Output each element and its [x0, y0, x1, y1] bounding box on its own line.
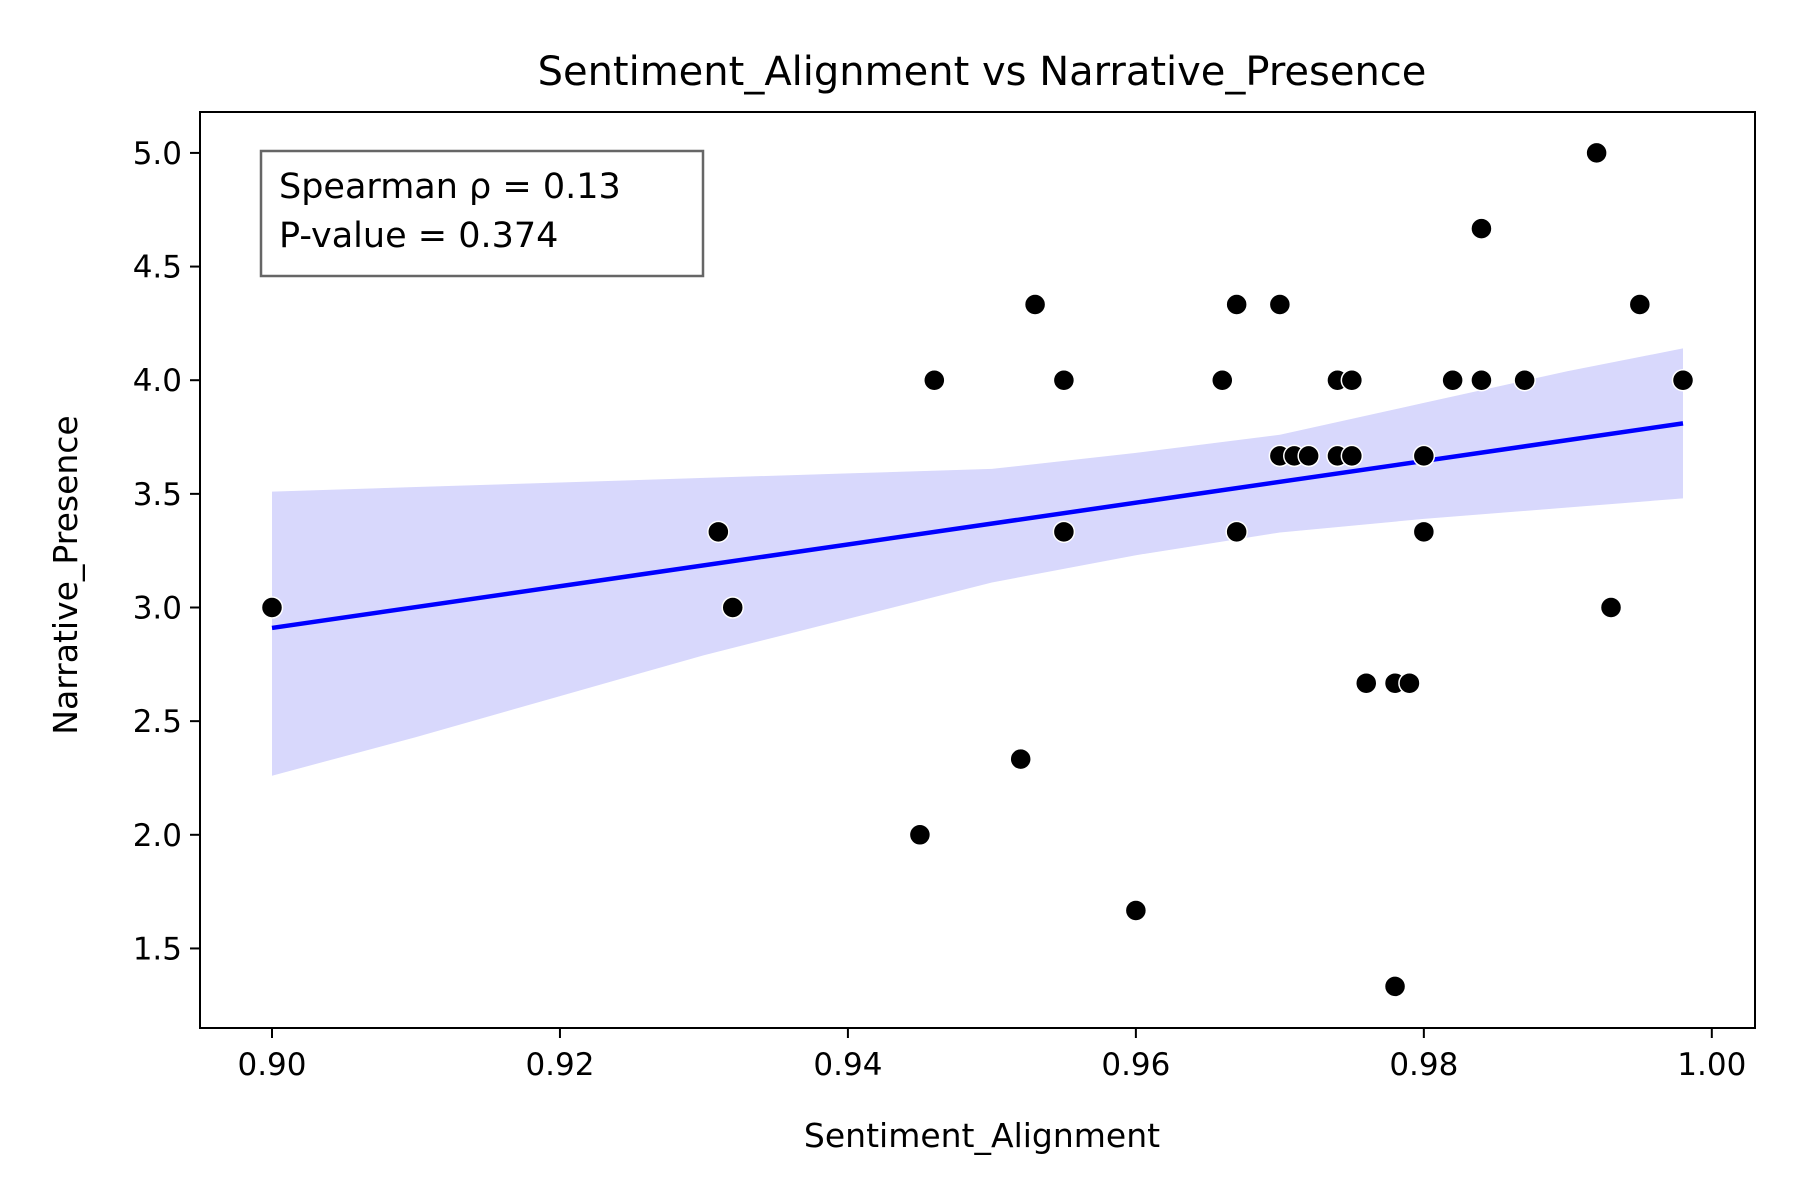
x-tick-label: 0.96 — [1101, 1047, 1170, 1083]
scatter-point — [1585, 141, 1608, 165]
chart-title: Sentiment_Alignment vs Narrative_Presenc… — [538, 49, 1427, 95]
plot-area — [260, 141, 1695, 998]
y-tick-label: 5.0 — [133, 136, 182, 172]
x-tick-label: 0.92 — [525, 1047, 594, 1083]
x-axis-label: Sentiment_Alignment — [804, 1116, 1160, 1155]
y-tick-label: 3.0 — [133, 591, 182, 627]
p-value-text: P-value = 0.374 — [279, 216, 558, 256]
plot-frame — [199, 111, 1756, 1029]
y-tick-label: 4.0 — [133, 363, 182, 399]
scatter-point — [707, 520, 730, 544]
scatter-point — [1470, 368, 1493, 392]
scatter-point — [1211, 368, 1234, 392]
scatter-point — [1383, 975, 1407, 998]
x-tick-label: 1.00 — [1677, 1047, 1746, 1083]
scatter-point — [1412, 444, 1436, 468]
scatter-point — [1599, 596, 1623, 619]
confidence-band — [272, 348, 1683, 776]
scatter-point — [1009, 747, 1032, 771]
stats-box: Spearman ρ = 0.13 P-value = 0.374 — [259, 149, 705, 278]
x-axis: 0.90 0.92 0.94 0.96 0.98 1.00 — [237, 1028, 1746, 1083]
x-tick-label: 0.98 — [1389, 1047, 1458, 1083]
scatter-point — [923, 368, 946, 392]
scatter-point — [1124, 899, 1148, 922]
scatter-point — [1470, 217, 1493, 240]
scatter-point — [1513, 368, 1536, 392]
scatter-point — [1671, 368, 1695, 392]
scatter-point — [1441, 368, 1464, 392]
scatter-point — [260, 596, 284, 619]
scatter-point — [1340, 444, 1364, 468]
scatter-point — [721, 596, 744, 619]
scatter-point — [1355, 671, 1378, 695]
scatter-point — [908, 823, 932, 847]
scatter-point — [1628, 293, 1652, 316]
scatter-point — [1023, 293, 1047, 316]
x-tick-label: 0.90 — [237, 1047, 306, 1083]
y-tick-label: 2.5 — [133, 704, 182, 740]
scatter-point — [1225, 520, 1248, 544]
spearman-text: Spearman ρ = 0.13 — [279, 167, 621, 207]
y-tick-label: 1.5 — [133, 931, 182, 967]
stats-box-frame — [259, 149, 705, 278]
regression-line — [271, 421, 1684, 631]
y-tick-label: 3.5 — [133, 477, 182, 513]
scatter-point — [1052, 520, 1076, 544]
scatter-point — [1225, 293, 1248, 316]
scatter-point — [1297, 444, 1320, 468]
x-tick-label: 0.94 — [813, 1047, 882, 1083]
scatter-point — [1340, 368, 1364, 392]
scatter-point — [1412, 520, 1436, 544]
scatter-point — [1052, 368, 1076, 392]
y-tick-label: 4.5 — [133, 250, 182, 286]
scatter-point — [1398, 671, 1421, 695]
scatter-point — [1268, 293, 1292, 316]
y-tick-label: 2.0 — [133, 818, 182, 854]
y-axis-label: Narrative_Presence — [46, 415, 85, 734]
y-axis: 1.5 2.0 2.5 3.0 3.5 4.0 4.5 5.0 — [133, 136, 200, 967]
